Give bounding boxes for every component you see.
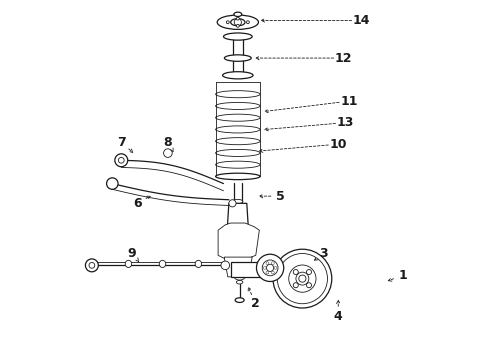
Ellipse shape — [233, 199, 243, 204]
Circle shape — [85, 259, 98, 272]
Text: 12: 12 — [335, 51, 352, 64]
Circle shape — [236, 24, 239, 27]
Ellipse shape — [216, 126, 260, 133]
Circle shape — [89, 262, 95, 268]
Circle shape — [273, 249, 332, 308]
Ellipse shape — [125, 260, 132, 267]
Text: 6: 6 — [133, 197, 142, 210]
Circle shape — [115, 154, 128, 167]
Circle shape — [119, 157, 124, 163]
Text: 3: 3 — [319, 247, 328, 260]
Ellipse shape — [223, 33, 252, 40]
Circle shape — [164, 149, 172, 157]
Polygon shape — [218, 223, 259, 262]
Circle shape — [229, 200, 236, 207]
Circle shape — [277, 253, 327, 304]
Circle shape — [306, 270, 312, 275]
Circle shape — [274, 266, 277, 269]
Ellipse shape — [234, 274, 245, 280]
Text: 4: 4 — [334, 310, 343, 323]
Circle shape — [262, 260, 278, 276]
Text: 8: 8 — [164, 136, 172, 149]
Circle shape — [271, 262, 274, 265]
Ellipse shape — [216, 91, 260, 98]
Text: 11: 11 — [340, 95, 358, 108]
Circle shape — [294, 270, 298, 275]
Ellipse shape — [216, 103, 260, 109]
Polygon shape — [227, 203, 248, 232]
Ellipse shape — [217, 15, 258, 30]
Polygon shape — [231, 262, 261, 277]
Circle shape — [236, 17, 239, 20]
Text: 10: 10 — [329, 138, 347, 150]
Circle shape — [266, 271, 269, 274]
Circle shape — [221, 261, 230, 270]
Ellipse shape — [224, 55, 251, 61]
Circle shape — [294, 283, 298, 288]
Ellipse shape — [234, 12, 242, 17]
Ellipse shape — [236, 280, 243, 284]
Circle shape — [267, 264, 274, 271]
Text: 1: 1 — [398, 269, 407, 282]
Circle shape — [296, 272, 309, 285]
Text: 13: 13 — [337, 116, 354, 129]
Circle shape — [226, 21, 229, 24]
Text: 7: 7 — [117, 136, 125, 149]
Ellipse shape — [222, 72, 253, 79]
Text: 9: 9 — [128, 247, 136, 260]
Circle shape — [256, 254, 284, 282]
Ellipse shape — [159, 260, 166, 267]
Ellipse shape — [231, 19, 245, 26]
Circle shape — [263, 266, 266, 269]
Ellipse shape — [216, 114, 260, 121]
Polygon shape — [224, 257, 252, 277]
Ellipse shape — [216, 149, 260, 157]
Text: 5: 5 — [276, 190, 285, 203]
Ellipse shape — [216, 138, 260, 145]
Circle shape — [107, 178, 118, 189]
Circle shape — [271, 271, 274, 274]
Circle shape — [246, 21, 249, 24]
Ellipse shape — [216, 173, 260, 180]
Circle shape — [266, 262, 269, 265]
Circle shape — [306, 283, 312, 288]
Text: 14: 14 — [353, 14, 370, 27]
Ellipse shape — [235, 298, 244, 302]
Circle shape — [234, 19, 242, 26]
Text: 2: 2 — [251, 297, 260, 310]
Circle shape — [289, 265, 316, 292]
Circle shape — [299, 275, 306, 282]
Ellipse shape — [195, 260, 201, 267]
Ellipse shape — [216, 161, 260, 168]
